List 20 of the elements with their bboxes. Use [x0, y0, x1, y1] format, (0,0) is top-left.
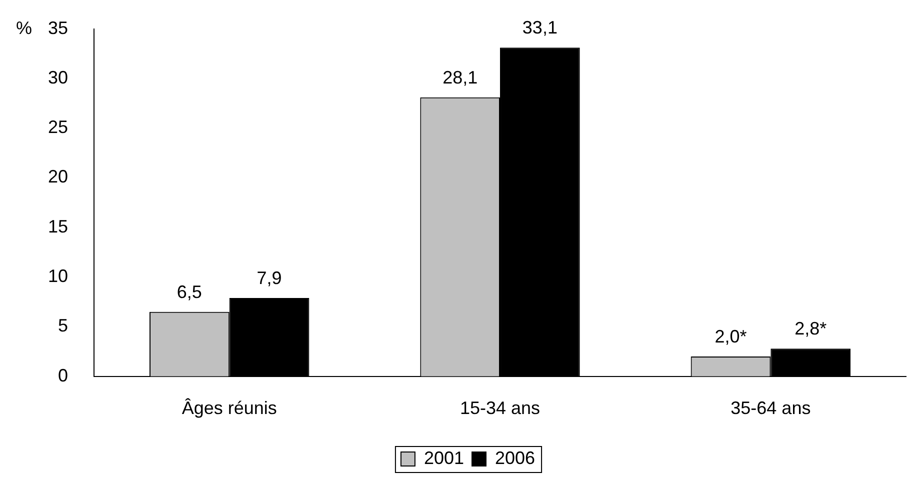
legend-label: 2001 — [424, 448, 464, 468]
x-tick-label: 15-34 ans — [460, 398, 540, 418]
y-tick-label: 20 — [48, 166, 68, 187]
data-label: 2,8* — [794, 318, 827, 339]
y-tick-label: 15 — [48, 216, 68, 236]
data-label: 28,1 — [442, 67, 478, 88]
y-tick-label: 10 — [48, 266, 68, 286]
legend-label: 2006 — [495, 448, 536, 468]
data-label: 33,1 — [522, 18, 558, 38]
x-tick-label: Âges réunis — [182, 398, 277, 418]
x-tick-label: 35-64 ans — [730, 398, 811, 418]
y-tick-label: 35 — [48, 18, 68, 38]
data-label: 7,9 — [256, 268, 282, 288]
data-label: 6,5 — [176, 282, 202, 302]
y-tick-label: 5 — [58, 316, 68, 336]
y-tick-label: 25 — [48, 117, 68, 138]
y-tick-label: 30 — [48, 67, 68, 88]
data-label: 2,0* — [714, 326, 747, 347]
y-tick-label: 0 — [58, 365, 68, 386]
y-axis-title: % — [16, 18, 32, 38]
